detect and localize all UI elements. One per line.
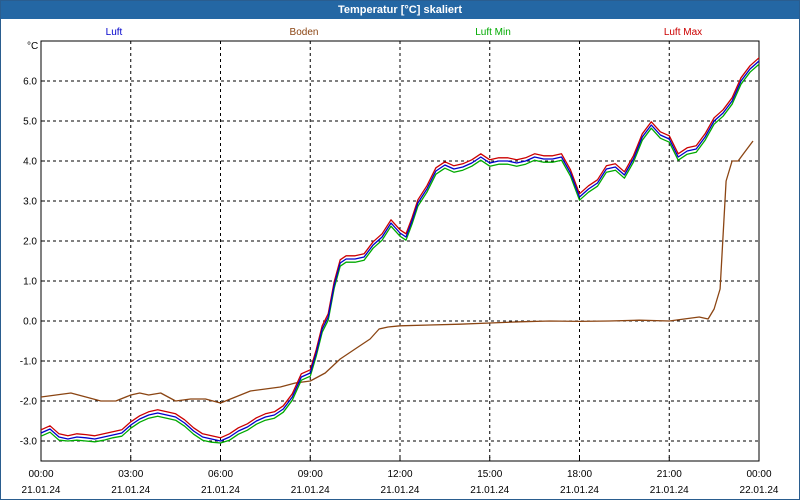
y-tick-label: 2.0: [23, 237, 37, 248]
x-tick-time-label: 09:00: [298, 469, 323, 480]
y-tick-label: 0.0: [23, 317, 37, 328]
x-tick-date-label: 21.01.24: [201, 485, 240, 496]
y-axis-unit-label: °C: [27, 41, 38, 52]
series-line-luft-min: [41, 63, 759, 444]
series-line-boden: [41, 140, 754, 404]
legend: Luft Boden Luft Min Luft Max: [106, 27, 703, 38]
x-tick-time-label: 12:00: [387, 469, 412, 480]
x-tick-date-label: 21.01.24: [381, 485, 420, 496]
grid: [41, 41, 759, 461]
x-tick-time-label: 18:00: [567, 469, 592, 480]
y-tick-label: 6.0: [23, 77, 37, 88]
x-tick-date-label: 22.01.24: [740, 485, 779, 496]
y-tick-label: -1.0: [20, 357, 38, 368]
plot-frame: [40, 40, 760, 462]
legend-entry-luft: Luft: [106, 27, 123, 38]
x-tick-time-label: 06:00: [208, 469, 233, 480]
x-tick-date-label: 21.01.24: [111, 485, 150, 496]
x-tick-date-label: 21.01.24: [560, 485, 599, 496]
window-title: Temperatur [°C] skaliert: [1, 1, 799, 19]
axes: -3.0 -2.0 -1.0 0.0 1.0 2.0 3.0 4.0 5.0 6.0 00:00 21…: [20, 40, 779, 496]
series-line-luft: [41, 60, 759, 442]
legend-entry-luft-min: Luft Min: [475, 27, 511, 38]
x-tick-time-label: 21:00: [657, 469, 682, 480]
y-tick-label: 4.0: [23, 157, 37, 168]
x-tick-time-label: 15:00: [477, 469, 502, 480]
x-tick-date-label: 21.01.24: [22, 485, 61, 496]
y-tick-label: -3.0: [20, 437, 38, 448]
x-tick-date-label: 21.01.24: [650, 485, 689, 496]
y-tick-label: 3.0: [23, 197, 37, 208]
x-tick-time-label: 00:00: [28, 469, 53, 480]
y-tick-label: 5.0: [23, 117, 37, 128]
series-lines: [41, 57, 759, 444]
x-tick-time-label: 00:00: [746, 469, 771, 480]
legend-entry-luft-max: Luft Max: [664, 27, 702, 38]
y-tick-label: 1.0: [23, 277, 37, 288]
x-tick-date-label: 21.01.24: [470, 485, 509, 496]
y-tick-label: -2.0: [20, 397, 38, 408]
legend-entry-boden: Boden: [290, 27, 319, 38]
x-tick-date-label: 21.01.24: [291, 485, 330, 496]
x-tick-time-label: 03:00: [118, 469, 143, 480]
series-line-luft-max: [41, 57, 759, 439]
